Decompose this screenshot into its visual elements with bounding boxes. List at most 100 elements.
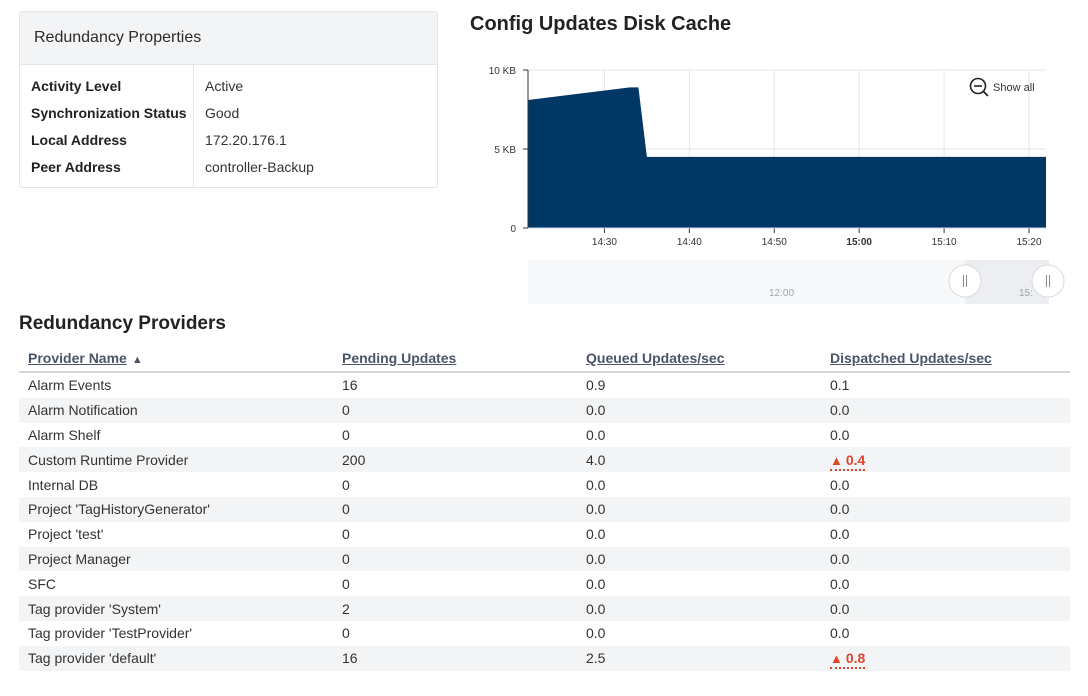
- redundancy-properties-card: Redundancy Properties Activity Level Act…: [19, 11, 438, 188]
- property-row: Activity Level Active: [20, 76, 437, 103]
- property-value: 172.20.176.1: [205, 132, 287, 148]
- pending-updates-cell: 200: [333, 447, 577, 473]
- column-header-provider-name[interactable]: Provider Name ▲: [19, 345, 333, 373]
- chart-title: Config Updates Disk Cache: [470, 13, 732, 35]
- dispatched-value: 0.4: [845, 451, 866, 468]
- table-row: Alarm Events 16 0.9 0.1: [19, 372, 1070, 398]
- queued-updates-cell: 2.5: [577, 645, 821, 671]
- dispatched-updates-cell: 0.0: [830, 575, 850, 592]
- show-all-button[interactable]: Show all: [965, 75, 1040, 99]
- queued-updates-cell: 0.0: [586, 476, 606, 493]
- warning-icon: ▲: [830, 651, 843, 667]
- provider-name-cell: Tag provider 'default': [19, 645, 333, 671]
- warning-icon: ▲: [830, 452, 843, 468]
- pending-updates-cell: 0: [333, 397, 577, 423]
- table-row: Tag provider 'TestProvider' 0 0.0 0.0: [19, 621, 1070, 646]
- property-key: Peer Address: [31, 159, 121, 175]
- x-tick-label: 14:50: [762, 237, 787, 248]
- property-value: controller-Backup: [205, 159, 314, 175]
- provider-name-cell: Internal DB: [28, 476, 99, 493]
- provider-name-cell: Project 'test': [28, 526, 104, 543]
- pending-updates-cell: 0: [342, 526, 350, 543]
- y-tick-label: 5 KB: [494, 145, 516, 156]
- provider-name-cell: SFC: [28, 575, 56, 592]
- dispatched-updates-cell: ▲ 0.4: [821, 447, 1070, 473]
- queued-updates-cell: 0.0: [586, 426, 606, 443]
- column-divider: [193, 64, 194, 187]
- provider-name-cell: Alarm Events: [28, 377, 112, 394]
- show-all-label[interactable]: Show all: [993, 82, 1035, 94]
- chart-navigator[interactable]: 12:00 15:: [528, 260, 1065, 304]
- disk-cache-chart[interactable]: 0 5 KB 10 KB 14:30 14:40 14:50 15:00 15:10 15:20…: [470, 50, 1070, 305]
- pending-updates-cell: 0: [342, 426, 350, 443]
- column-header-pending-updates[interactable]: Pending Updates: [333, 345, 577, 373]
- chart-area-series[interactable]: [528, 87, 1046, 228]
- queued-updates-cell: 0.0: [577, 397, 821, 423]
- y-tick-label: 0: [510, 224, 516, 235]
- pending-updates-cell: 16: [342, 377, 358, 394]
- dispatched-updates-cell: 0.0: [821, 496, 1070, 522]
- chart-axes: 0 5 KB 10 KB 14:30 14:40 14:50 15:00 15:10 15:20: [489, 66, 1046, 248]
- provider-name-cell: Project Manager: [19, 546, 333, 572]
- properties-table: Activity Level Active Synchronization St…: [20, 64, 437, 187]
- warning-value[interactable]: ▲ 0.4: [830, 451, 866, 471]
- table-row: Project 'TagHistoryGenerator' 0 0.0 0.0: [19, 496, 1070, 522]
- property-key: Activity Level: [31, 78, 122, 94]
- queued-updates-cell: 4.0: [577, 447, 821, 473]
- card-title: Redundancy Properties: [20, 12, 437, 65]
- column-header-dispatched-updates[interactable]: Dispatched Updates/sec: [821, 345, 1070, 373]
- queued-updates-cell: 0.0: [577, 496, 821, 522]
- pending-updates-cell: 0: [342, 575, 350, 592]
- property-row: Synchronization Status Good: [20, 103, 437, 130]
- property-key: Local Address: [31, 132, 127, 148]
- table-row: SFC 0 0.0 0.0: [19, 571, 1070, 596]
- sort-ascending-icon: ▲: [131, 354, 143, 366]
- queued-updates-cell: 0.0: [586, 575, 606, 592]
- providers-table: Provider Name ▲ Pending Updates Queued Up…: [19, 345, 1070, 671]
- x-tick-label: 14:40: [677, 237, 702, 248]
- dispatched-value: 0.8: [845, 650, 866, 667]
- x-tick-label: 15:20: [1017, 237, 1042, 248]
- provider-name-cell: Project 'TagHistoryGenerator': [19, 496, 333, 522]
- table-row: Internal DB 0 0.0 0.0: [19, 472, 1070, 497]
- pending-updates-cell: 16: [333, 645, 577, 671]
- dispatched-updates-cell: 0.1: [830, 377, 850, 394]
- pending-updates-cell: 2: [333, 596, 577, 621]
- table-row: Alarm Shelf 0 0.0 0.0: [19, 423, 1070, 448]
- property-value: Good: [205, 105, 240, 121]
- property-row: Peer Address controller-Backup: [20, 157, 437, 184]
- dispatched-updates-cell: 0.0: [830, 426, 850, 443]
- table-row: Project Manager 0 0.0 0.0: [19, 546, 1070, 572]
- queued-updates-cell: 0.0: [586, 526, 606, 543]
- dispatched-updates-cell: 0.0: [821, 397, 1070, 423]
- queued-updates-cell: 0.0: [577, 546, 821, 572]
- y-tick-label: 10 KB: [489, 66, 517, 77]
- table-row: Tag provider 'default' 16 2.5 ▲ 0.8: [19, 645, 1070, 671]
- pending-updates-cell: 0: [333, 496, 577, 522]
- navigator-tick-label: 15:: [1019, 288, 1033, 299]
- navigator-right-handle[interactable]: [1031, 264, 1065, 298]
- area-series-fill[interactable]: [528, 87, 1046, 228]
- property-value: Active: [205, 78, 244, 94]
- queued-updates-cell: 0.9: [586, 377, 606, 394]
- dispatched-updates-cell: 0.0: [830, 526, 850, 543]
- dispatched-updates-cell: 0.0: [821, 546, 1070, 572]
- providers-title: Redundancy Providers: [19, 313, 226, 334]
- property-key: Synchronization Status: [31, 105, 187, 121]
- dispatched-updates-cell: 0.0: [821, 596, 1070, 621]
- table-row: Alarm Notification 0 0.0 0.0: [19, 397, 1070, 423]
- table-row: Project 'test' 0 0.0 0.0: [19, 522, 1070, 547]
- queued-updates-cell: 0.0: [577, 596, 821, 621]
- pending-updates-cell: 0: [333, 546, 577, 572]
- queued-updates-cell: 0.0: [586, 625, 606, 642]
- dispatched-updates-cell: 0.0: [830, 625, 850, 642]
- x-tick-label: 14:30: [592, 237, 617, 248]
- provider-name-cell: Tag provider 'TestProvider': [28, 625, 193, 642]
- dispatched-updates-cell: ▲ 0.8: [821, 645, 1070, 671]
- dispatched-updates-cell: 0.0: [830, 476, 850, 493]
- warning-value[interactable]: ▲ 0.8: [830, 650, 866, 670]
- column-header-queued-updates[interactable]: Queued Updates/sec: [577, 345, 821, 373]
- pending-updates-cell: 0: [342, 625, 350, 642]
- x-tick-label: 15:00: [846, 237, 872, 248]
- navigator-left-handle[interactable]: [948, 264, 982, 298]
